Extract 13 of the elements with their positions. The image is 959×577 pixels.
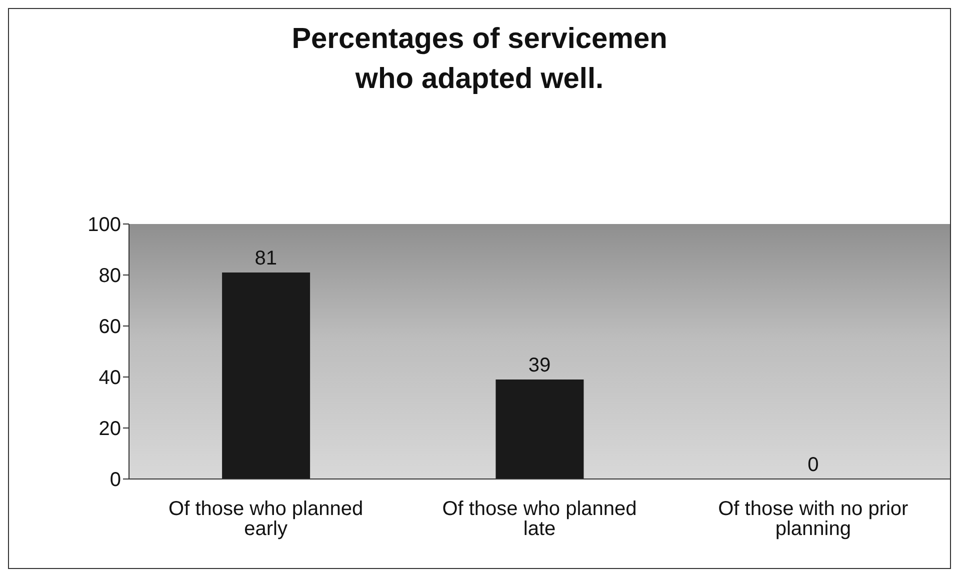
y-tick-label: 80 [98, 265, 121, 288]
chart-title: Percentages of servicemen who adapted well. [290, 22, 668, 97]
data-label: 81 [254, 247, 277, 270]
data-label: 39 [528, 354, 551, 377]
y-tick-label: 100 [88, 214, 121, 236]
y-tick-label: 0 [110, 469, 121, 492]
x-tick-label: Of those with no prior planning [718, 498, 909, 540]
y-tick-label: 40 [98, 367, 121, 390]
y-tick-label: 60 [98, 316, 121, 338]
x-tick-label: Of those who planned late [442, 498, 637, 540]
y-tick-label: 20 [98, 418, 121, 440]
data-label: 0 [808, 454, 819, 476]
x-tick-label: Of those who planned early [168, 498, 364, 540]
